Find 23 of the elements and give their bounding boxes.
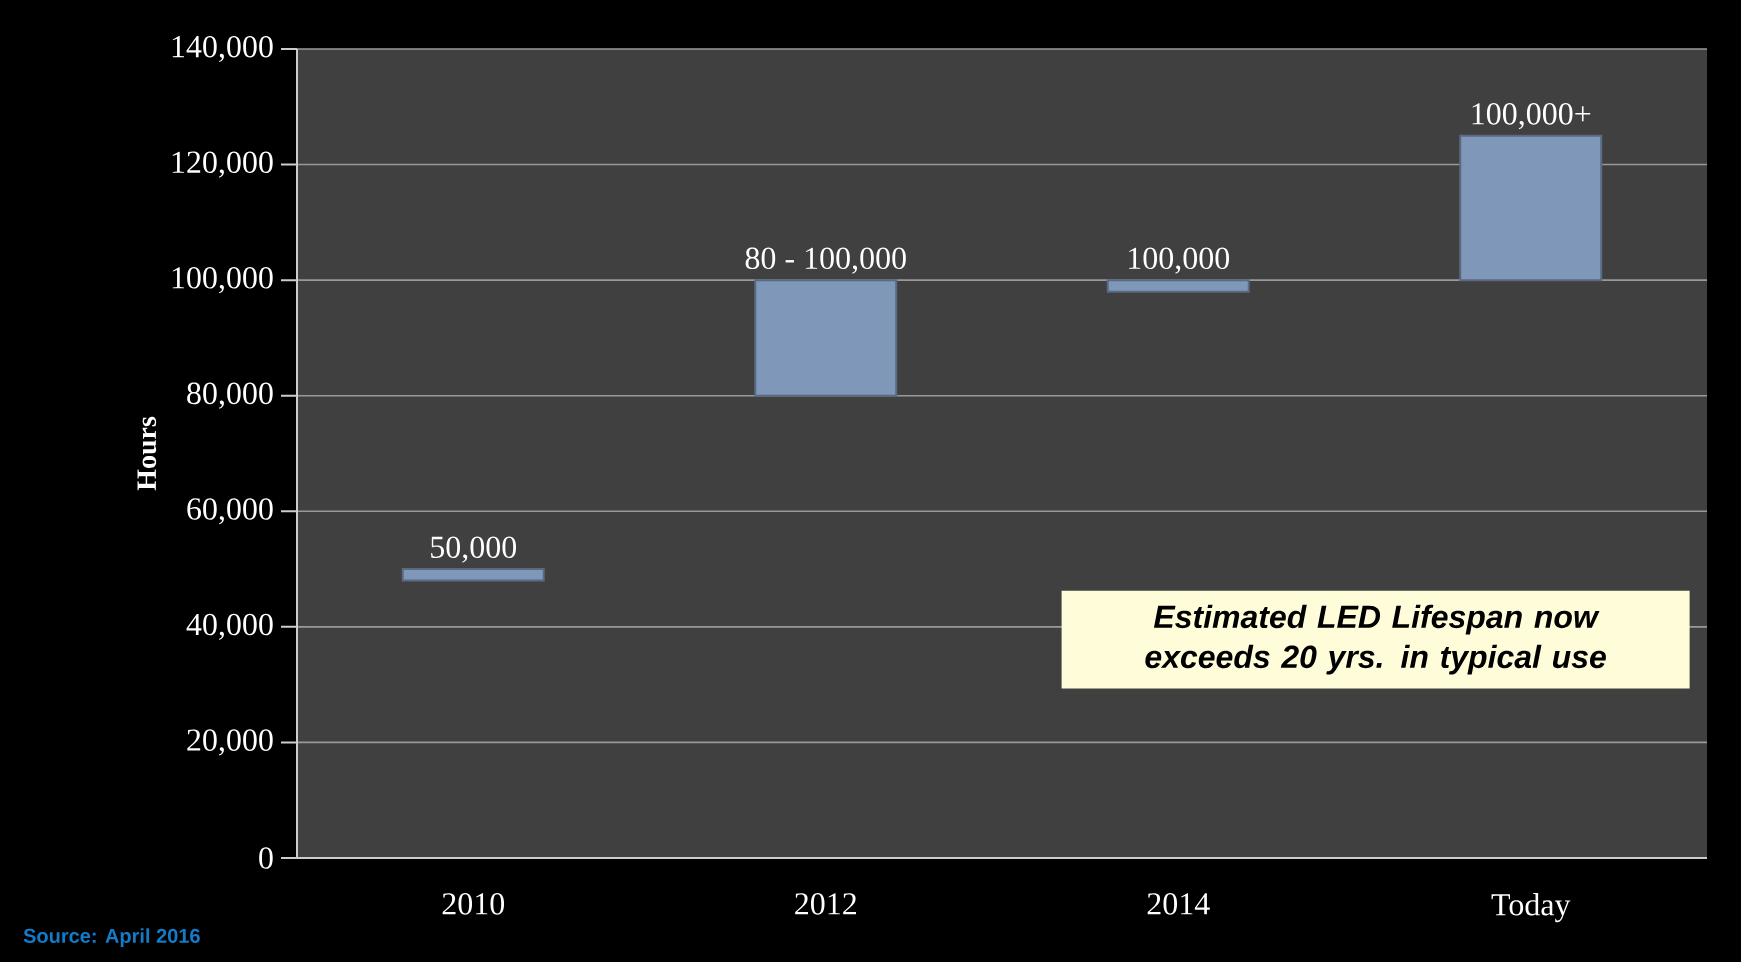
y-tick-label: 80,000 (187, 382, 273, 409)
source-note: Source: April 2016 (23, 928, 200, 947)
y-tick-label: 60,000 (187, 498, 273, 525)
bar (754, 279, 898, 397)
annotation: 50,000 (431, 536, 517, 563)
bar (1106, 279, 1250, 293)
bar (401, 568, 545, 582)
x-tick-label: 2010 (442, 893, 505, 915)
annotation: 80 - 100,000 (745, 247, 906, 274)
annotation: 100,000 (1129, 247, 1230, 274)
y-tick-label: 140,000 (172, 35, 273, 63)
bar (1459, 134, 1603, 282)
x-tick-label: Today (1491, 893, 1571, 923)
y-tick-label: 40,000 (186, 613, 273, 640)
annotation: 100,000+ (1472, 103, 1591, 130)
y-tick-label: 20,000 (187, 729, 273, 756)
y-tick-label: 120,000 (172, 151, 273, 178)
annotation: Estimated LED Lifespan now exceeds 20 yrs. in typical use (1145, 604, 1606, 675)
y-tick-label: 100,000 (172, 267, 273, 294)
y-tick-label: 0 (259, 847, 273, 869)
x-tick-label: 2014 (1147, 893, 1210, 915)
y-axis-title: Hours (137, 416, 157, 491)
x-tick-label: 2012 (795, 893, 856, 915)
